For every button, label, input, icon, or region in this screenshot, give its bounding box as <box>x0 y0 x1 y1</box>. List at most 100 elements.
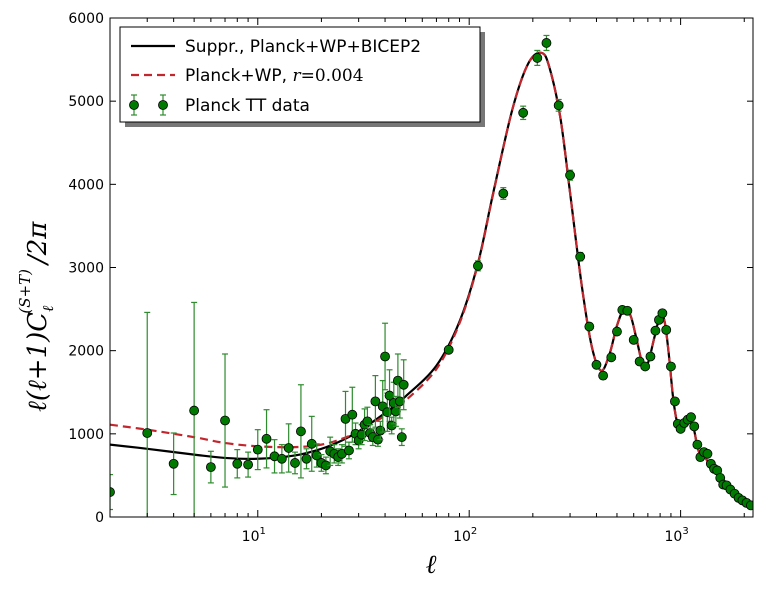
data-marker <box>670 396 680 407</box>
data-point <box>261 409 272 469</box>
data-point <box>243 451 253 478</box>
data-marker <box>261 433 272 444</box>
x-tick-label: 102 <box>453 526 477 545</box>
data-point <box>640 361 651 372</box>
y-tick-label: 3000 <box>68 261 104 277</box>
data-marker <box>386 420 397 431</box>
data-point <box>168 432 179 496</box>
data-point <box>396 428 407 447</box>
data-marker <box>142 428 153 438</box>
data-marker <box>168 458 179 469</box>
data-marker <box>382 407 393 418</box>
data-point <box>398 359 409 411</box>
data-point <box>269 439 280 474</box>
data-point <box>473 260 483 272</box>
data-point <box>532 49 543 67</box>
data-point <box>686 412 696 423</box>
legend-box <box>119 26 481 123</box>
y-tick-label: 2000 <box>68 344 104 360</box>
data-marker <box>390 406 401 417</box>
data-marker <box>745 500 753 511</box>
data-marker <box>541 38 552 48</box>
data-marker <box>283 443 294 453</box>
x-tick-base: 10 <box>453 529 471 545</box>
data-point <box>384 369 395 422</box>
data-marker <box>612 326 622 337</box>
data-point <box>205 450 216 484</box>
y-tick-label: 4000 <box>68 177 104 193</box>
data-marker <box>110 487 115 497</box>
data-point <box>692 439 703 450</box>
svg-text:ℓ(ℓ+1)Cℓ(S+T)/2π: ℓ(ℓ+1)Cℓ (S+T) /2π <box>16 221 57 412</box>
data-marker <box>375 425 386 436</box>
legend-suppressed-label: Suppr., Planck+WP+BICEP2 <box>185 37 421 57</box>
x-tick-label: 101 <box>242 526 266 545</box>
data-marker <box>553 100 564 111</box>
data-marker <box>640 361 651 372</box>
data-point <box>584 321 595 332</box>
data-point <box>276 444 287 474</box>
data-marker <box>205 462 216 473</box>
data-marker <box>628 334 639 345</box>
data-marker <box>189 405 200 416</box>
data-point <box>370 375 381 428</box>
x-tick-exponent: 2 <box>471 526 477 537</box>
legend-planck-label: Planck+WP, r=0.004 <box>185 66 364 86</box>
x-axis-label: ℓ <box>426 550 437 580</box>
data-marker <box>598 370 609 381</box>
data-point <box>220 353 230 488</box>
data-marker <box>518 107 529 118</box>
data-marker <box>276 453 287 464</box>
data-marker <box>370 396 381 407</box>
data-marker <box>622 305 633 316</box>
data-point <box>565 169 575 181</box>
data-marker <box>443 344 454 355</box>
x-tick-label: 103 <box>665 526 689 545</box>
data-point <box>232 449 243 479</box>
x-tick-exponent: 1 <box>260 526 266 537</box>
data-point <box>296 384 306 479</box>
data-marker <box>606 352 617 363</box>
x-axis-ticks: 101 102 103 <box>109 18 745 545</box>
data-marker <box>686 412 696 423</box>
planck-tt-data-points <box>110 34 753 517</box>
data-marker <box>220 415 230 426</box>
data-marker <box>498 188 509 199</box>
data-point <box>670 396 680 407</box>
data-marker <box>243 459 253 470</box>
data-point <box>311 443 322 468</box>
data-point <box>622 305 633 316</box>
data-marker <box>362 416 373 427</box>
data-point <box>645 351 656 362</box>
data-point <box>657 308 668 319</box>
data-point <box>518 105 529 121</box>
data-point <box>612 326 622 337</box>
legend-data-marker-right <box>158 100 168 110</box>
data-point <box>498 187 509 200</box>
data-point <box>702 448 713 459</box>
x-tick-exponent: 3 <box>682 526 688 537</box>
data-marker <box>394 396 405 407</box>
data-marker <box>565 170 575 181</box>
data-point <box>283 423 294 473</box>
data-marker <box>398 379 409 390</box>
data-marker <box>380 351 390 362</box>
data-point <box>598 370 609 381</box>
data-point <box>443 344 454 355</box>
legend-data-marker-left <box>129 100 139 110</box>
data-marker <box>396 432 407 443</box>
data-marker <box>232 458 243 469</box>
data-point <box>606 352 617 363</box>
data-marker <box>661 324 672 335</box>
data-point <box>337 444 347 464</box>
data-point <box>553 98 564 112</box>
data-marker <box>532 53 543 63</box>
data-marker <box>591 359 602 370</box>
data-point <box>575 251 586 262</box>
legend-planck-r-value: =0.004 <box>301 66 364 86</box>
data-marker <box>584 321 595 332</box>
data-marker <box>347 409 358 420</box>
legend-data-swatch <box>129 94 168 116</box>
data-marker <box>575 251 586 262</box>
legend-data-label: Planck TT data <box>185 96 310 116</box>
